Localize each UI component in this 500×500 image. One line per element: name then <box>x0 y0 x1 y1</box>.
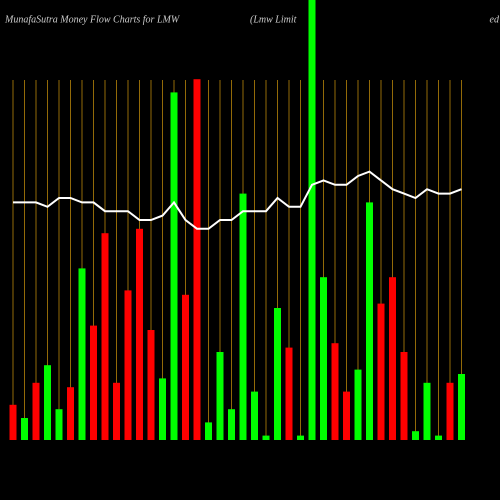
bar <box>136 228 143 440</box>
bar <box>113 382 120 440</box>
bar <box>21 418 28 440</box>
bar <box>44 365 51 440</box>
bar <box>297 435 304 440</box>
bar <box>412 431 419 440</box>
bar <box>285 347 293 440</box>
bar <box>147 330 155 440</box>
bar <box>308 0 316 440</box>
bar <box>389 277 396 440</box>
bar <box>251 391 258 440</box>
bar <box>205 422 212 440</box>
bar <box>216 352 224 440</box>
chart-subtitle: (Lmw Limit <box>250 14 297 25</box>
bar <box>435 435 442 440</box>
bar <box>90 325 97 440</box>
bar <box>320 277 327 440</box>
bar <box>354 369 362 440</box>
bar <box>274 308 281 440</box>
bar <box>78 268 86 440</box>
money-flow-line <box>13 170 462 230</box>
bar <box>9 404 17 440</box>
bar <box>423 382 431 440</box>
bar <box>101 233 109 440</box>
bar <box>262 435 270 440</box>
bar <box>124 290 132 440</box>
bar <box>32 382 40 440</box>
bar <box>55 409 63 440</box>
bar <box>331 343 339 440</box>
bar <box>377 303 385 440</box>
bar <box>400 352 408 440</box>
bar <box>193 79 201 440</box>
bar <box>182 294 189 440</box>
bar <box>343 391 350 440</box>
bar <box>170 92 178 441</box>
chart-subtitle-end: ed <box>490 14 500 25</box>
bar <box>458 374 465 440</box>
chart-title: MunafaSutra Money Flow Charts for LMW <box>4 14 181 25</box>
bar <box>159 378 166 440</box>
bar <box>446 382 454 440</box>
bar <box>67 387 74 440</box>
bar <box>239 193 247 440</box>
bar <box>366 202 373 440</box>
bar <box>228 409 235 440</box>
